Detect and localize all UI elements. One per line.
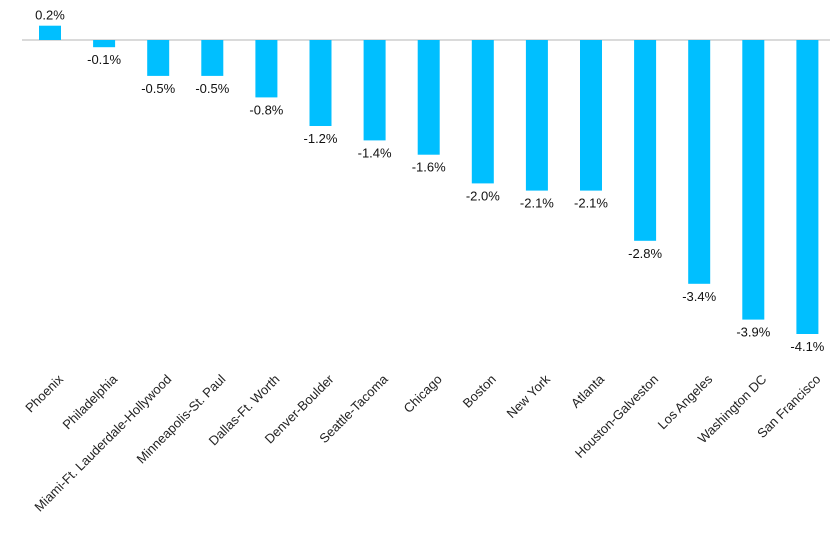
- bar-11: [634, 40, 657, 241]
- bars-group: [39, 25, 819, 334]
- bar-10: [580, 40, 602, 191]
- bar-12: [688, 40, 711, 284]
- bar-value-label-14: -4.1%: [790, 339, 824, 354]
- bar-2: [147, 40, 170, 76]
- bar-value-label-6: -1.4%: [358, 145, 392, 160]
- bar-value-label-0: 0.2%: [35, 8, 65, 23]
- bar-value-label-5: -1.2%: [304, 131, 338, 146]
- category-label-0: Phoenix: [22, 371, 66, 415]
- bar-value-label-11: -2.8%: [628, 246, 662, 261]
- category-label-3: Minneapolis-St. Paul: [134, 371, 229, 466]
- bar-7: [417, 40, 440, 155]
- bar-13: [742, 40, 765, 320]
- bar-value-label-1: -0.1%: [87, 52, 121, 67]
- bar-8: [471, 40, 494, 184]
- bar-9: [525, 40, 548, 191]
- bar-value-label-2: -0.5%: [141, 81, 175, 96]
- bar-value-label-8: -2.0%: [466, 188, 500, 203]
- bar-4: [255, 40, 278, 98]
- bar-value-label-9: -2.1%: [520, 196, 554, 211]
- category-label-8: Boston: [460, 372, 499, 411]
- bar-0: [39, 25, 61, 40]
- category-label-10: Atlanta: [568, 371, 608, 411]
- bar-value-label-4: -0.8%: [249, 102, 283, 117]
- category-label-9: New York: [504, 371, 554, 421]
- bar-value-label-10: -2.1%: [574, 196, 608, 211]
- bar-value-label-12: -3.4%: [682, 289, 716, 304]
- bar-1: [93, 40, 116, 48]
- bar-value-label-7: -1.6%: [412, 160, 446, 175]
- bar-3: [201, 40, 224, 76]
- category-label-7: Chicago: [400, 372, 444, 416]
- bar-6: [363, 40, 386, 141]
- value-labels-group: 0.2% -0.1% -0.5% -0.5% -0.8% -1.2% -1.4% -1.6% -…: [35, 8, 825, 354]
- bar-value-label-13: -3.9%: [736, 325, 770, 340]
- bar-14: [796, 40, 819, 334]
- bar-5: [309, 40, 332, 126]
- bar-value-label-3: -0.5%: [195, 81, 229, 96]
